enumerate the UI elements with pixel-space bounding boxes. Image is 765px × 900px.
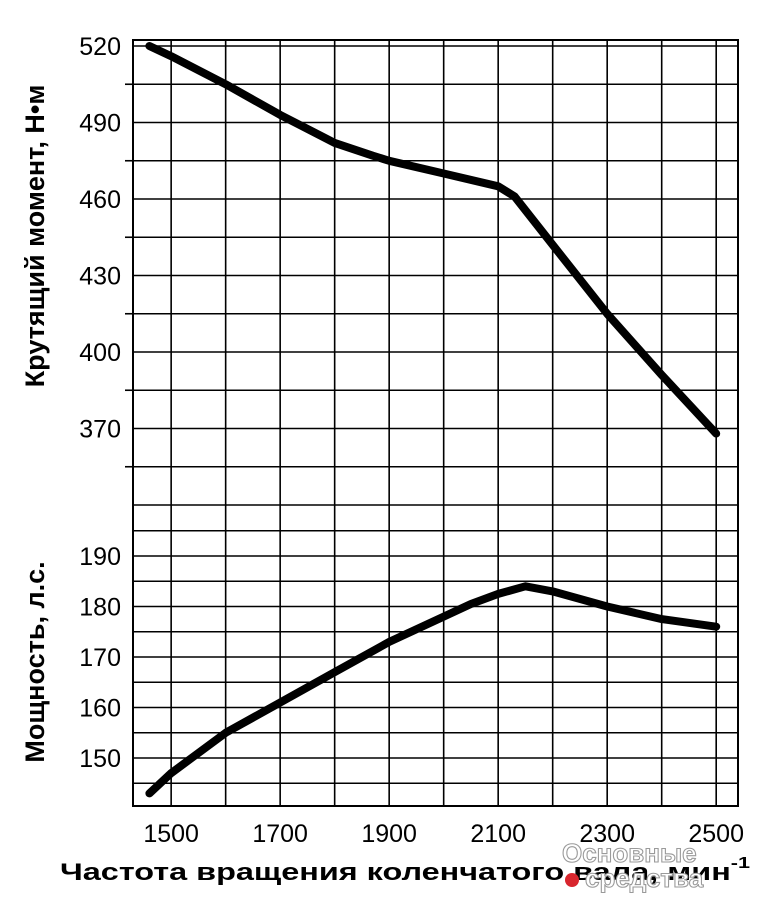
y-tick-label-power: 170 — [79, 644, 121, 672]
x-tick-label: 2300 — [579, 820, 635, 848]
plot-frame — [132, 39, 739, 807]
watermark-line-1: Основные — [562, 838, 697, 868]
x-tick-label: 2500 — [688, 820, 744, 848]
torque-series-line — [145, 42, 721, 438]
watermark-line-2: средства — [585, 863, 704, 893]
tick-labels: 520 490 460 430 400 370 190 180 170 160 150 1500 170… — [79, 33, 744, 848]
y-tick-label-torque: 370 — [79, 416, 121, 444]
y-tick-label-power: 160 — [79, 695, 121, 723]
x-tick-label: 1900 — [361, 820, 417, 848]
y-tick-label-power: 150 — [79, 745, 121, 773]
x-tick-label: 1700 — [252, 820, 308, 848]
power-axis-title: Мощность, л.с. — [20, 561, 50, 762]
y-tick-label-power: 190 — [79, 543, 121, 571]
x-tick-label: 1500 — [143, 820, 199, 848]
y-tick-label-torque: 460 — [79, 186, 121, 214]
watermark-logo: Основные средства — [561, 837, 704, 893]
torque-axis-title: Крутящий момент, Н•м — [20, 85, 50, 388]
y-tick-label-torque: 430 — [79, 263, 121, 291]
y-tick-label-torque: 490 — [79, 110, 121, 138]
x-axis-title: Частота вращения коленчатого вала, мин -1 — [60, 855, 750, 886]
grid — [125, 40, 738, 806]
y-tick-label-torque: 400 — [79, 339, 121, 367]
x-axis-title-superscript: -1 — [731, 855, 750, 872]
y-tick-label-torque: 520 — [79, 33, 121, 61]
power-series-line — [145, 582, 721, 798]
data-lines — [145, 42, 721, 798]
y-tick-label-power: 180 — [79, 594, 121, 622]
x-tick-label: 2100 — [470, 820, 526, 848]
watermark-dot — [565, 873, 579, 887]
